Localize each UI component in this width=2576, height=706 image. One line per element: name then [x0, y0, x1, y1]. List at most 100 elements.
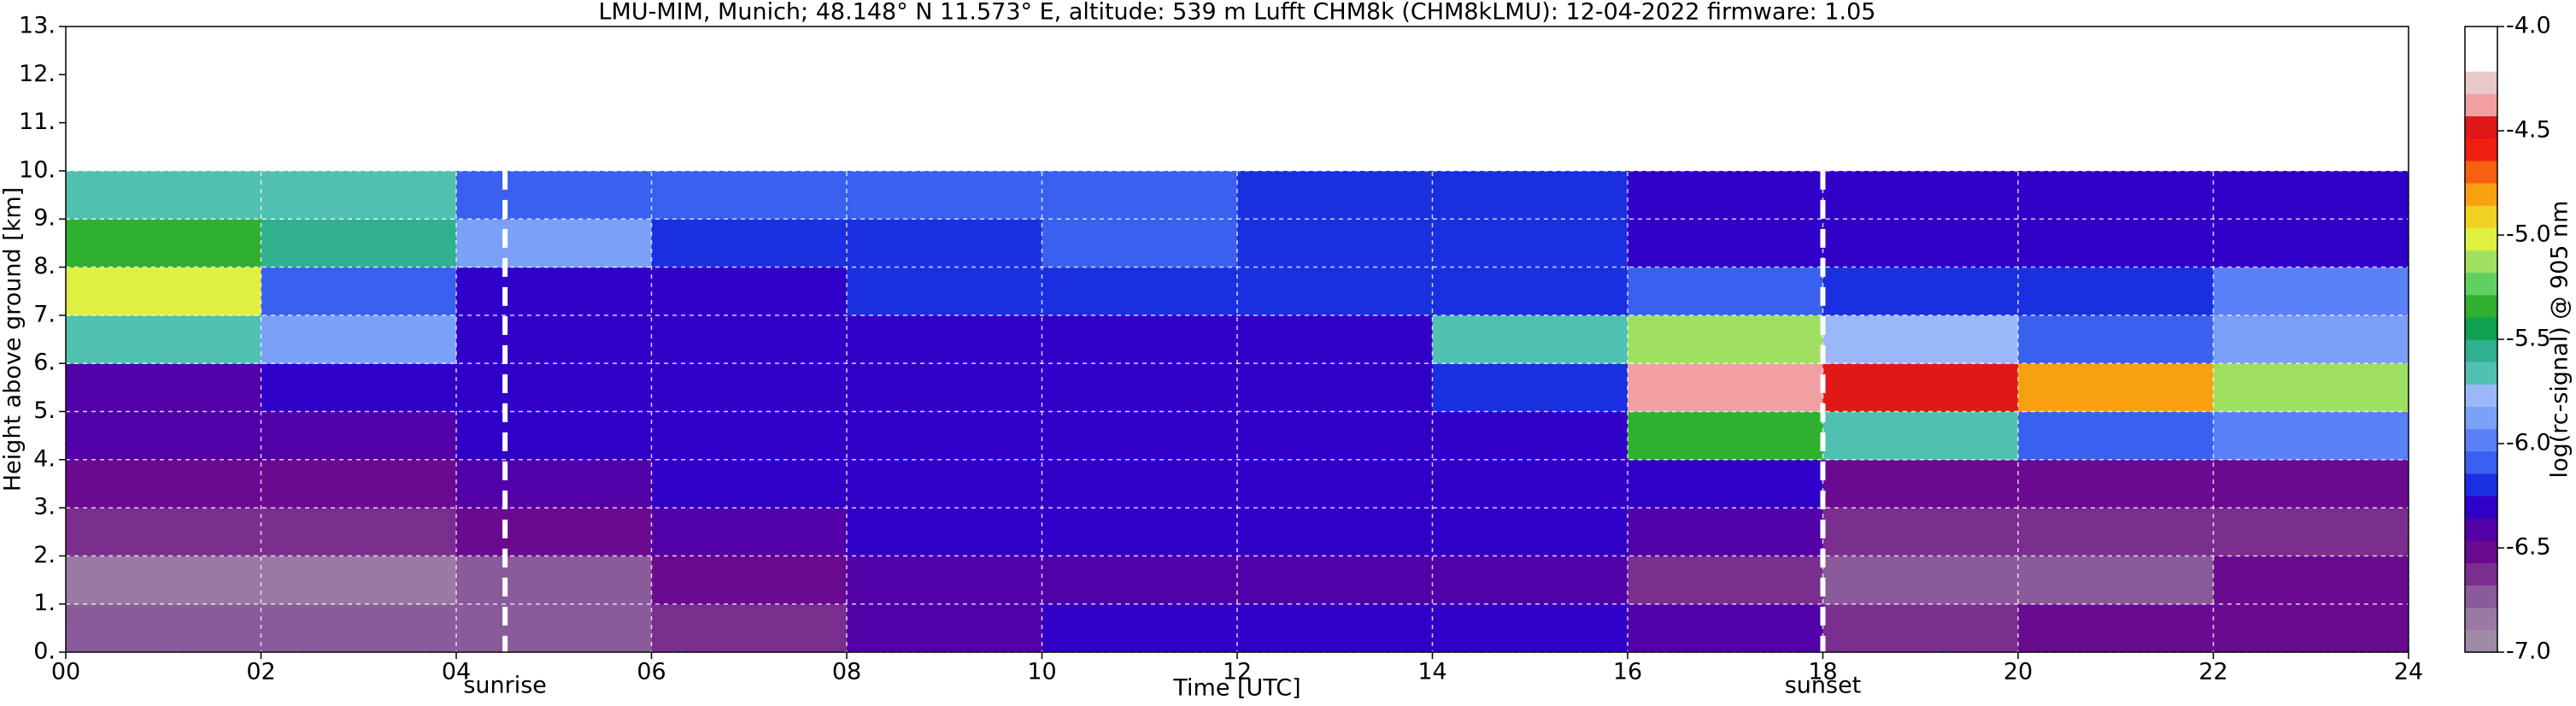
colorbar-swatch	[2465, 339, 2497, 362]
x-tick-label: 12	[1223, 659, 1252, 685]
heatmap-cell	[1042, 363, 1238, 412]
heatmap-cell	[261, 363, 457, 412]
heatmap-cell	[847, 219, 1042, 268]
heatmap-cell	[2018, 219, 2214, 268]
heatmap-cell	[2018, 556, 2214, 605]
heatmap-cell	[1042, 508, 1238, 556]
colorbar-tick-label: -7.0	[2506, 638, 2551, 665]
heatmap-cell	[261, 459, 457, 509]
x-tick-label: 02	[246, 659, 275, 685]
colorbar-swatch	[2465, 607, 2497, 631]
heatmap-cell	[651, 219, 848, 268]
heatmap-cell	[2018, 411, 2214, 461]
heatmap-cell	[2018, 267, 2214, 316]
colorbar-tick-label: -6.5	[2506, 534, 2551, 561]
colorbar-swatch	[2465, 115, 2497, 139]
heatmap-cell	[1822, 170, 2019, 220]
x-tick-label: 20	[2004, 659, 2033, 685]
colorbar-swatch	[2465, 26, 2497, 50]
heatmap-cell	[2213, 459, 2409, 509]
heatmap-cell	[261, 219, 457, 268]
heatmap-cell	[1432, 267, 1628, 316]
heatmap-cell	[2213, 411, 2409, 461]
heatmap-cell	[651, 170, 848, 220]
colorbar-swatch	[2465, 629, 2497, 653]
heatmap-cell	[1432, 459, 1628, 509]
heatmap-cell	[1822, 556, 2019, 605]
heatmap-cell	[1822, 363, 2019, 412]
colorbar-label: log(rc-signal) @ 905 nm	[2547, 201, 2573, 479]
heatmap-cell	[651, 267, 848, 316]
x-tick-label: 16	[1613, 659, 1642, 685]
heatmap-cell	[66, 315, 261, 364]
heatmap-cell	[1237, 363, 1433, 412]
colorbar-swatch	[2465, 540, 2497, 563]
heatmap-cell	[261, 556, 457, 605]
colorbar-swatch	[2465, 585, 2497, 609]
heatmap-cell	[1822, 459, 2019, 509]
heatmap-cell	[847, 363, 1042, 412]
heatmap-cell	[1042, 219, 1238, 268]
heatmap-cell	[1237, 508, 1433, 556]
heatmap-cell	[261, 508, 457, 556]
heatmap-cell	[1237, 267, 1433, 316]
colorbar-tick-label: -5.5	[2506, 326, 2551, 352]
y-tick-label: 10.	[19, 156, 56, 183]
heatmap-cell	[1237, 170, 1433, 220]
heatmap-cell	[847, 170, 1042, 220]
colorbar-swatch	[2465, 518, 2497, 541]
x-tick-label: 24	[2394, 659, 2423, 685]
heatmap-cell	[1822, 603, 2019, 653]
heatmap-cell	[2213, 315, 2409, 364]
heatmap-cell	[66, 556, 261, 605]
heatmap-cell	[2213, 556, 2409, 605]
heatmap-cell	[66, 363, 261, 412]
y-tick-label: 8.	[33, 253, 56, 279]
heatmap-cell	[456, 267, 652, 316]
x-tick-label: 06	[637, 659, 666, 685]
heatmap-cell	[1628, 219, 1823, 268]
colorbar-swatch	[2465, 160, 2497, 184]
y-tick-label: 4.	[33, 445, 56, 472]
heatmap-cell	[651, 508, 848, 556]
colorbar-swatch	[2465, 406, 2497, 430]
y-tick-label: 6.	[33, 350, 56, 376]
heatmap-cell	[66, 219, 261, 268]
heatmap-cell	[1237, 411, 1433, 461]
heatmap-cell	[2213, 219, 2409, 268]
heatmap-cell	[261, 411, 457, 461]
heatmap-cell	[261, 603, 457, 653]
colorbar-swatch	[2465, 183, 2497, 206]
heatmap-cell	[456, 363, 652, 412]
heatmap-cell	[1628, 603, 1823, 653]
heatmap-cell	[1237, 603, 1433, 653]
heatmap-cell	[1822, 219, 2019, 268]
x-tick-label: 08	[832, 659, 861, 685]
heatmap-cell	[1042, 556, 1238, 605]
colorbar-tick-label: -4.5	[2506, 117, 2551, 144]
colorbar-swatch	[2465, 250, 2497, 274]
colorbar-swatch	[2465, 272, 2497, 296]
colorbar-tick-label: -4.0	[2506, 13, 2551, 39]
heatmap-cell	[1432, 508, 1628, 556]
heatmap-cell	[1628, 459, 1823, 509]
y-tick-label: 12.	[19, 61, 56, 87]
heatmap-cell	[66, 170, 261, 220]
y-axis-label: Height above ground [km]	[0, 187, 26, 491]
heatmap-cell	[1042, 267, 1238, 316]
colorbar-swatch	[2465, 496, 2497, 519]
plot-frame	[65, 26, 2409, 653]
heatmap-cell	[847, 411, 1042, 461]
colorbar-swatch	[2465, 473, 2497, 497]
heatmap-cell	[456, 170, 652, 220]
chart-title: LMU-MIM, Munich; 48.148° N 11.573° E, al…	[599, 0, 1876, 26]
y-tick-label: 3.	[33, 494, 56, 521]
y-tick-label: 11.	[19, 109, 56, 135]
colorbar-swatch	[2465, 316, 2497, 340]
x-tick-label: 22	[2198, 659, 2227, 685]
annotation-label: sunset	[1785, 673, 1862, 699]
heatmap-cell	[1237, 315, 1433, 364]
colorbar-swatch	[2465, 428, 2497, 452]
heatmap-cell	[2018, 315, 2214, 364]
heatmap-cell	[1042, 459, 1238, 509]
